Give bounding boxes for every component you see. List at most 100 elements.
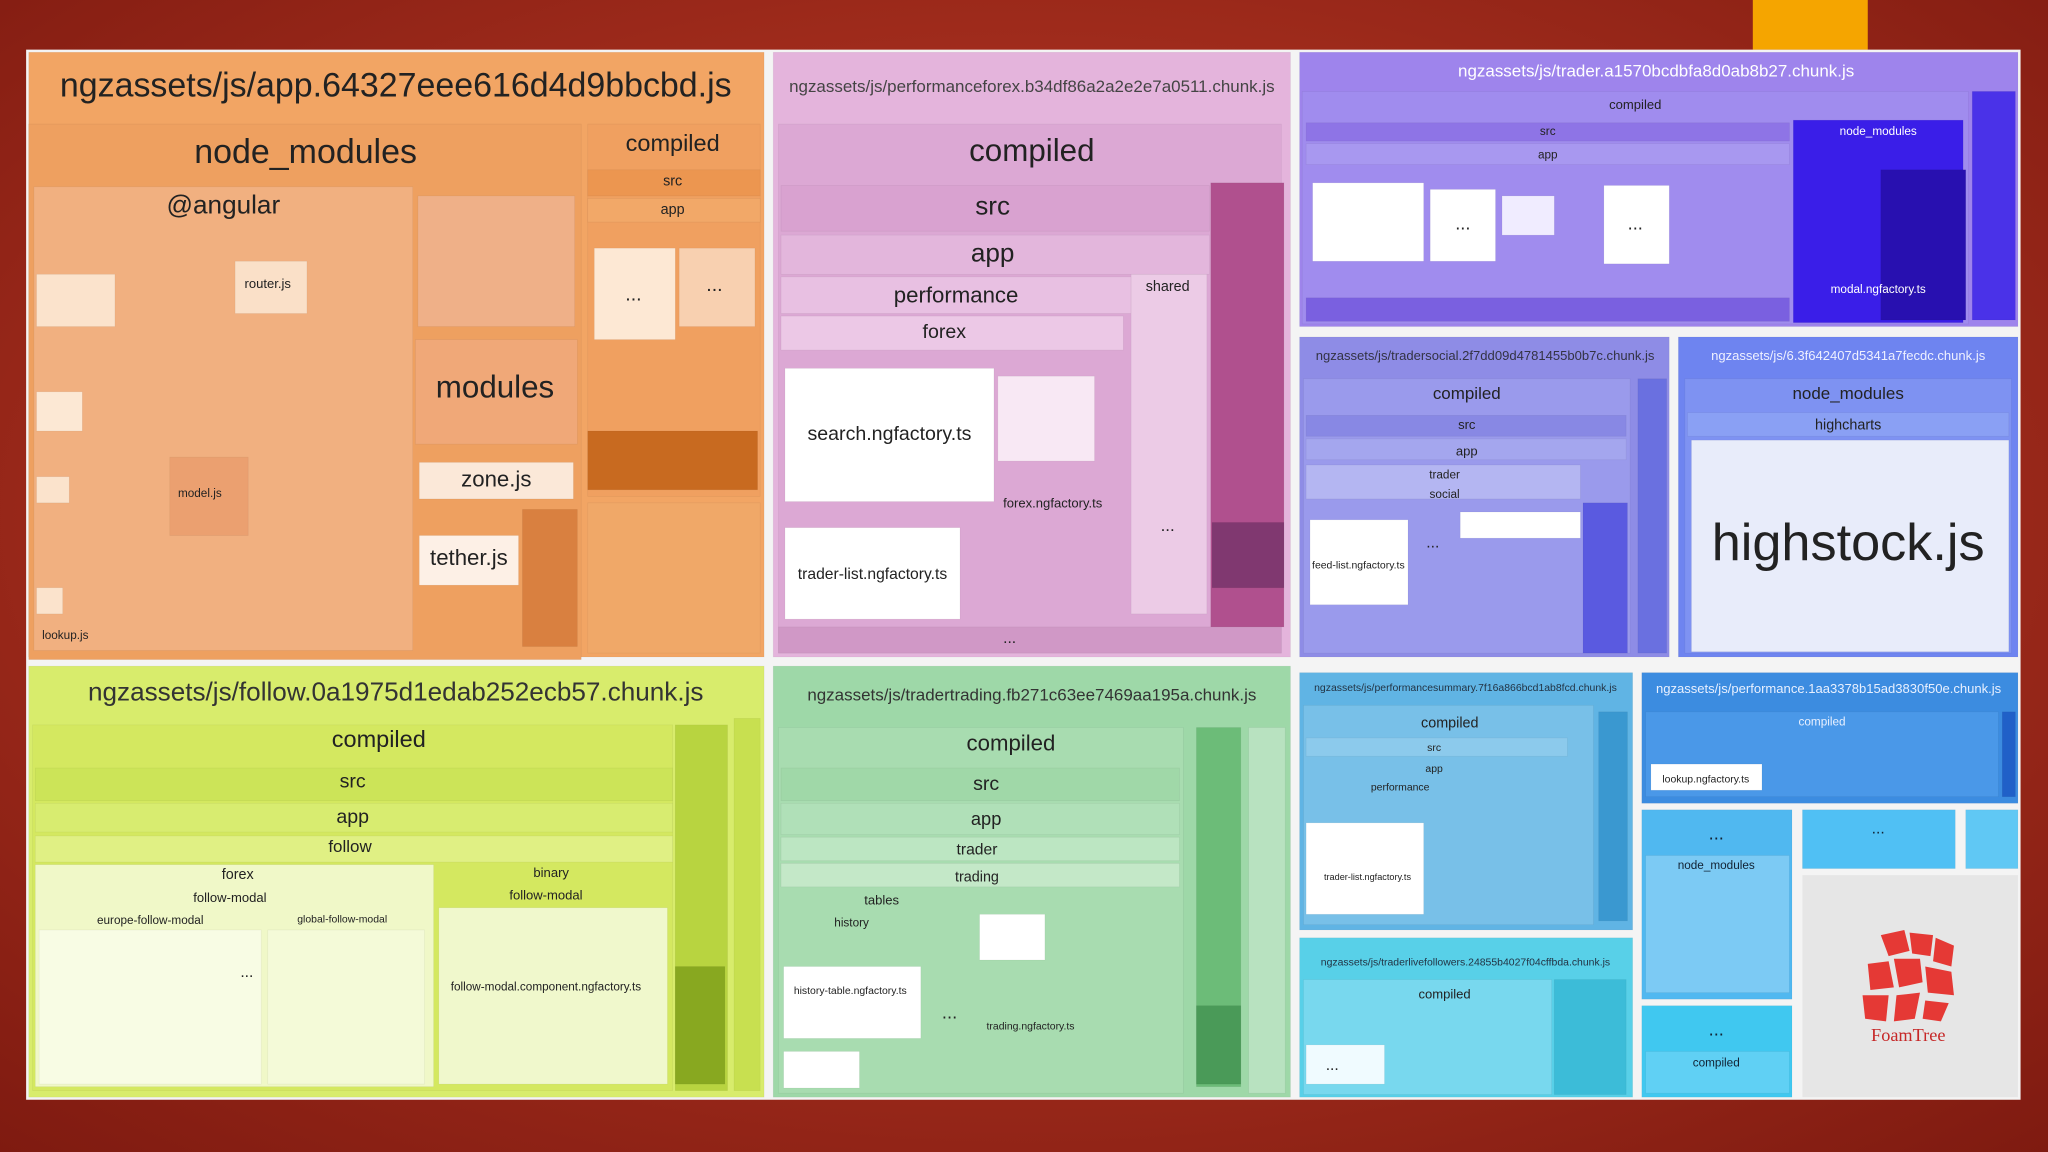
cell-label: node_modules [194,133,417,171]
cell-label: compiled [1418,987,1470,1002]
bundle: ngzassets/js/performancesummary.7f16a866… [1299,672,1633,931]
cell-label: ... [1326,1057,1339,1074]
treemap-cell [1459,511,1581,539]
logo-shape [1867,961,1894,991]
treemap-cell [780,185,1210,232]
treemap-cell [1650,763,1763,791]
treemap-cell [1603,185,1670,265]
cell-label: trader-list.ngfactory.ts [1324,872,1411,882]
treemap-cell [1305,1044,1385,1085]
treemap-cell [674,966,726,1085]
bundle-title: ngzassets/js/follow.0a1975d1edab252ecb57… [88,676,703,706]
cell-label: global-follow-modal [297,914,387,925]
treemap-cell [1305,122,1790,142]
cell-label: forex [222,867,255,883]
logo-shape [1922,1000,1949,1022]
treemap-cell [418,462,574,500]
treemap-cell [38,929,262,1085]
treemap-cell [587,198,761,223]
cell-label: ... [625,283,641,305]
cell-label: compiled [626,130,720,156]
treemap-cell [1196,1005,1242,1085]
treemap-cell [267,929,425,1085]
treemap-cell [1309,519,1409,606]
bundle: ngzassets/js/6.3f642407d5341a7fecdc.chun… [1678,336,2019,658]
cell-label: ... [1872,821,1885,838]
cell-label: history [834,917,869,930]
cell-label: compiled [967,730,1056,755]
cell-label: app [1456,443,1478,458]
treemap-cell [36,587,64,615]
treemap-cell [34,767,673,801]
treemap-cell [1305,822,1424,915]
bundle: ngzassets/js/follow.0a1975d1edab252ecb57… [28,665,765,1098]
cell-label: ... [1426,534,1439,551]
treemap-cell [1211,522,1285,589]
cell-label: compiled [1421,715,1478,731]
cell-label: trader [1429,469,1460,482]
cell-label: compiled [969,133,1094,168]
cell-label: highstock.js [1712,514,1985,572]
treemap-cell [1645,1051,1790,1094]
treemap-cell [587,430,758,491]
treemap-cell [1305,143,1790,165]
cell-label: node_modules [1678,859,1755,872]
cell-label: europe-follow-modal [97,914,203,927]
cell-label: ... [1455,212,1470,233]
cell-label: social [1430,488,1460,501]
bundle-title: ngzassets/js/tradersocial.2f7dd09d478145… [1316,348,1655,363]
foamtree-logo: FoamTree [1802,875,2018,1098]
treemap-cell [36,273,116,327]
treemap-cell [783,966,922,1039]
logo-shape [1909,932,1934,957]
treemap-cell [1130,273,1208,615]
cell-label: binary [533,865,569,880]
treemap-cell [1305,438,1627,461]
treemap-cell [783,1051,860,1089]
cell-label: follow-modal [509,887,582,902]
cell-label: ... [240,964,253,981]
cell-label: shared [1146,279,1190,295]
bundle-title: ngzassets/js/performanceforex.b34df86a2a… [789,77,1275,96]
treemap-cell [1645,855,1790,993]
cell-label: compiled [1609,97,1661,112]
treemap-cell [1429,189,1496,262]
cell-label: ... [942,1001,957,1022]
logo-cell [1802,875,2018,1098]
treemap-cell [778,626,1282,654]
treemap-cell [1687,412,2010,437]
cell-label: history-table.ngfactory.ts [794,986,907,997]
accent-tab [1752,0,1868,50]
treemap-cell [1802,809,1956,869]
treemap-cell [1305,464,1581,500]
cell-label: lookup.js [42,629,88,642]
treemap-cell [1691,439,2010,653]
cell-label: trader-list.ngfactory.ts [798,566,948,583]
cell-label: forex.ngfactory.ts [1003,496,1103,511]
cell-label: ... [1628,212,1643,233]
logo-shape [1893,958,1923,988]
treemap-cell [780,315,1124,351]
treemap-cell [418,535,519,586]
cell-label: @angular [167,189,281,219]
cell-label: trading [955,870,999,886]
treemap-cell [780,863,1180,888]
treemap-cell [36,476,70,504]
treemap-cell [1971,91,2016,321]
bundle: ngzassets/js/trader.a1570bcdbfa8d0ab8b27… [1299,51,2019,327]
logo-shape [1880,929,1910,957]
bundle: ngzassets/js/tradersocial.2f7dd09d478145… [1299,336,1670,658]
treemap-cell [33,186,414,651]
cell-label: model.js [178,487,222,500]
cell-label: tables [864,893,899,908]
cell-label: src [1540,125,1556,138]
treemap-cell [784,527,961,620]
cell-label: highcharts [1815,418,1881,434]
treemap-cell [1305,737,1568,757]
treemap-cell [678,247,756,327]
cell-label: src [973,773,999,795]
cell-label: ... [706,274,722,296]
cell-label: modules [436,370,554,405]
bundle: ngzassets/js/tradertrading.fb271c63ee746… [772,665,1291,1098]
